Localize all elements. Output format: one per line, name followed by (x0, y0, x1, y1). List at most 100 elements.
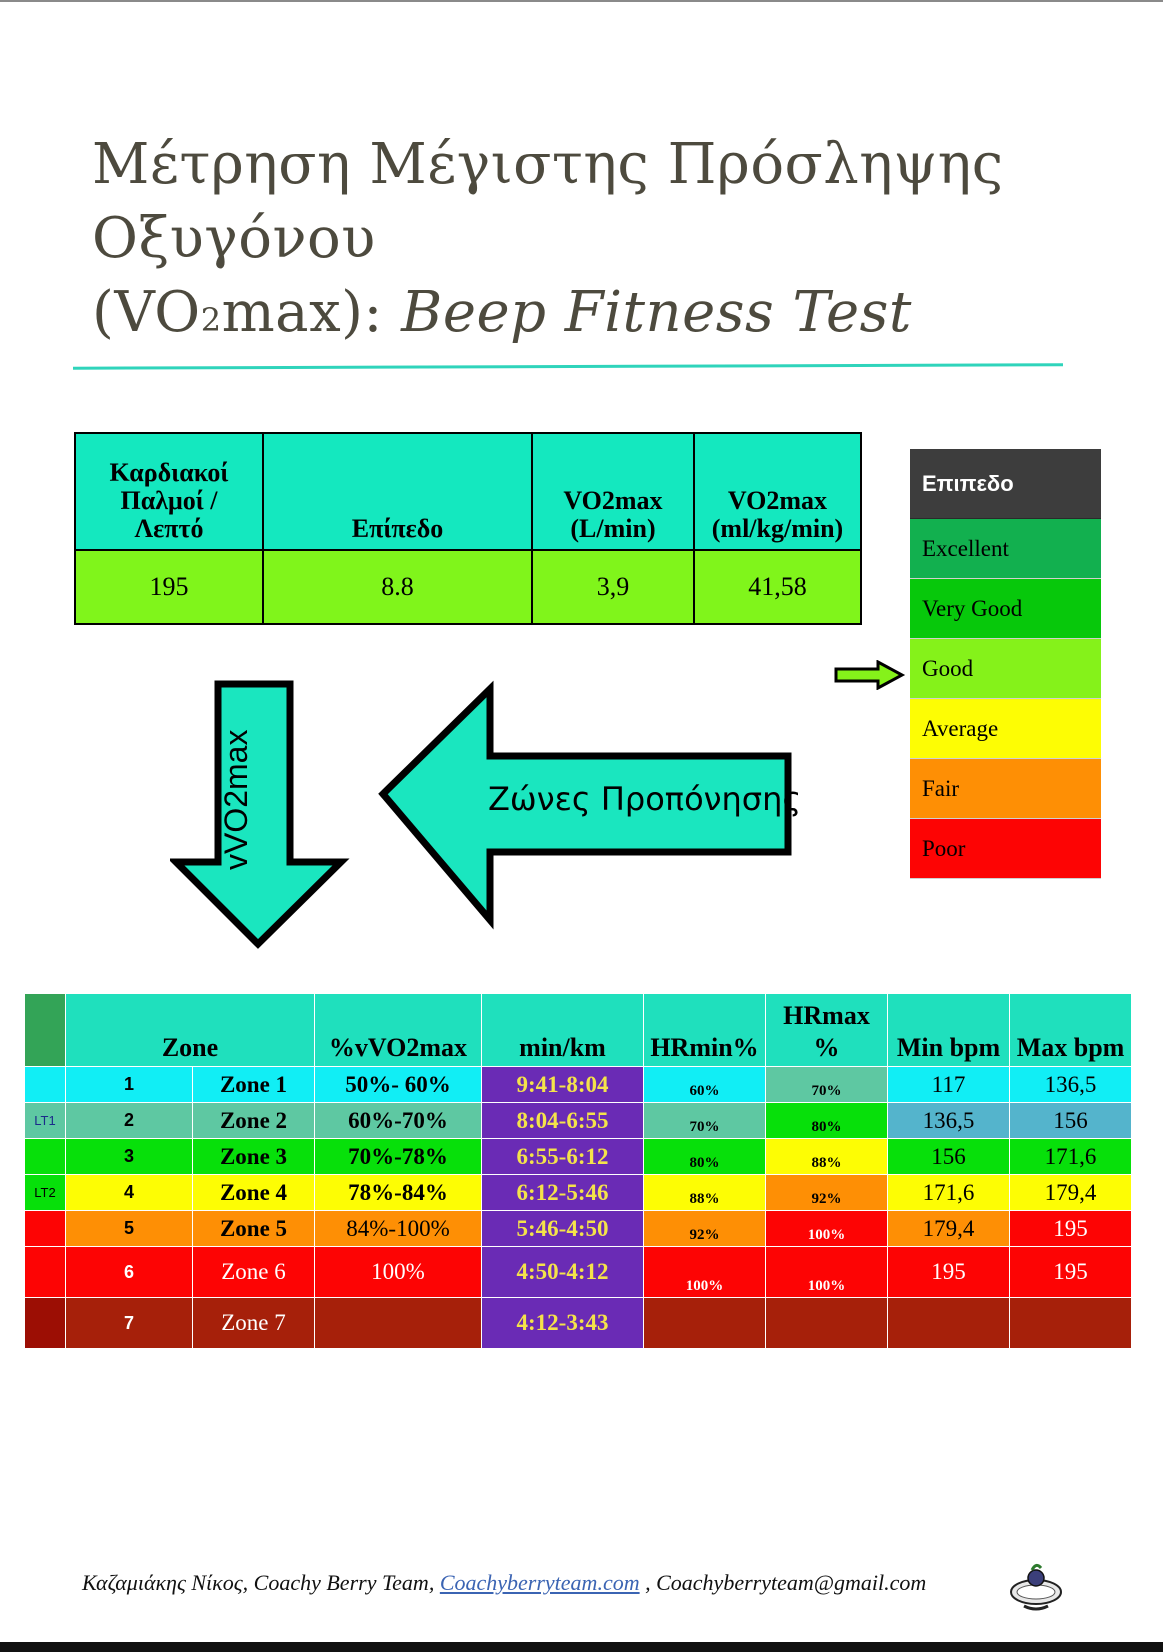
title-line-1: Μέτρηση Μέγιστης Πρόσληψης (92, 132, 1004, 197)
selected-level-arrow-icon (834, 660, 906, 690)
zone-cell-num: 1 (65, 1066, 193, 1103)
zone-cell-name: Zone 4 (192, 1174, 315, 1211)
bottom-border (0, 1642, 1163, 1652)
legend-levels: Excellent Very Good Good Average Fair Poor (910, 519, 1101, 879)
footer-email[interactable]: Coachyberryteam@gmail.com (656, 1570, 927, 1595)
zone-cell-hrmin (643, 1297, 766, 1349)
page-title: Μέτρηση Μέγιστης Πρόσληψης Οξυγόνου (VO2… (92, 128, 1092, 357)
zone-cell-num: 3 (65, 1138, 193, 1175)
zone-row: LT1 2 Zone 2 60%-70% 8:04-6:55 70% 80% 136,5 156 (24, 1102, 1132, 1139)
results-header-vo2-lmin: VO2max (L/min) (531, 432, 695, 551)
zone-row: 7 Zone 7 4:12-3:43 (24, 1297, 1132, 1349)
zones-header-pct: %vVO2max (314, 993, 482, 1067)
zone-cell-hrmin: 60% (643, 1066, 766, 1103)
zone-cell-hrmax: 92% (765, 1174, 888, 1211)
legend-level-very-good: Very Good (910, 579, 1101, 639)
zones-header-row: Zone %vVO2max min/km HRmin% HRmax% Min b… (24, 993, 1132, 1067)
zone-cell-pct: 78%-84% (314, 1174, 482, 1211)
results-header-text: VO2max (L/min) (563, 486, 663, 543)
title-subscript: 2 (200, 301, 222, 339)
zone-cell-pct: 100% (314, 1246, 482, 1298)
results-header-vo2-mlkg: VO2max (ml/kg/min) (693, 432, 862, 551)
zones-table: Zone %vVO2max min/km HRmin% HRmax% Min b… (24, 993, 1132, 1349)
zone-row: 5 Zone 5 84%-100% 5:46-4:50 92% 100% 179,4 195 (24, 1210, 1132, 1247)
zone-row: LT2 4 Zone 4 78%-84% 6:12-5:46 88% 92% 171,6 179… (24, 1174, 1132, 1211)
zone-cell-hrmin: 88% (643, 1174, 766, 1211)
zone-cell-name: Zone 3 (192, 1138, 315, 1175)
results-value-row: 195 8.8 3,9 41,58 (74, 549, 862, 625)
zone-cell-hrmin: 92% (643, 1210, 766, 1247)
title-max: max): (221, 280, 402, 345)
team-logo-icon (1010, 1563, 1062, 1611)
zone-cell-name: Zone 7 (192, 1297, 315, 1349)
zone-cell-pct: 84%-100% (314, 1210, 482, 1247)
zone-cell-minbpm: 117 (887, 1066, 1010, 1103)
title-line-2: Οξυγόνου (92, 206, 376, 271)
zone-cell-pct (314, 1297, 482, 1349)
down-arrow-icon (170, 680, 350, 949)
zone-row: 3 Zone 3 70%-78% 6:55-6:12 80% 88% 156 171,6 (24, 1138, 1132, 1175)
zones-header-minbpm: Min bpm (887, 993, 1010, 1067)
legend-level-good: Good (910, 639, 1101, 699)
zones-header-corner (24, 993, 66, 1067)
results-vo2-mlkg-value: 41,58 (693, 549, 862, 625)
zone-cell-pace: 9:41-8:04 (481, 1066, 644, 1103)
zone-cell-side: LT1 (24, 1102, 66, 1139)
zone-cell-hrmax: 100% (765, 1246, 888, 1298)
zone-row: 1 Zone 1 50%- 60% 9:41-8:04 60% 70% 117 136,5 (24, 1066, 1132, 1103)
level-legend: Επιπεδο Excellent Very Good Good Average Fai… (910, 449, 1101, 879)
zone-cell-num: 4 (65, 1174, 193, 1211)
footer: Καζαμιάκης Νίκος, Coachy Berry Team, Coa… (82, 1570, 926, 1596)
zone-cell-maxbpm: 136,5 (1009, 1066, 1132, 1103)
footer-author: Καζαμιάκης Νίκος, Coachy Berry Team, (82, 1570, 440, 1595)
zones-header-zone: Zone (65, 993, 315, 1067)
footer-separator: , (639, 1570, 657, 1595)
top-border (0, 0, 1163, 2)
results-table: Καρδιακοί Παλμοί / Λεπτό Επίπεδο VO2max (L/… (74, 432, 862, 625)
zone-cell-pct: 60%-70% (314, 1102, 482, 1139)
results-header-text: Καρδιακοί Παλμοί / Λεπτό (109, 458, 229, 543)
zones-header-pace: min/km (481, 993, 644, 1067)
title-vo: (VO (92, 280, 201, 345)
legend-level-average: Average (910, 699, 1101, 759)
zone-cell-hrmin: 100% (643, 1246, 766, 1298)
zone-cell-minbpm: 195 (887, 1246, 1010, 1298)
zones-header-hrmax: HRmax% (765, 993, 888, 1067)
zone-cell-hrmax: 100% (765, 1210, 888, 1247)
zone-cell-hrmax: 70% (765, 1066, 888, 1103)
title-underline (72, 363, 1064, 370)
zones-header-hrmax-text: HRmax% (783, 1001, 870, 1062)
zone-cell-minbpm: 179,4 (887, 1210, 1010, 1247)
zone-cell-pace: 5:46-4:50 (481, 1210, 644, 1247)
zone-cell-num: 2 (65, 1102, 193, 1139)
zone-cell-pace: 8:04-6:55 (481, 1102, 644, 1139)
zone-cell-name: Zone 1 (192, 1066, 315, 1103)
left-arrow-icon (378, 680, 792, 930)
zone-cell-side (24, 1210, 66, 1247)
zone-cell-maxbpm: 179,4 (1009, 1174, 1132, 1211)
zone-cell-maxbpm: 156 (1009, 1102, 1132, 1139)
training-zones-label: Ζώνες Προπόνησης (488, 780, 802, 818)
zone-cell-maxbpm: 195 (1009, 1210, 1132, 1247)
flow-arrows (170, 680, 792, 949)
zone-cell-hrmax: 80% (765, 1102, 888, 1139)
footer-site-link[interactable]: Coachyberryteam.com (439, 1570, 640, 1595)
zone-cell-side (24, 1066, 66, 1103)
zone-cell-side (24, 1246, 66, 1298)
results-header-hr: Καρδιακοί Παλμοί / Λεπτό (74, 432, 264, 551)
zone-cell-minbpm: 171,6 (887, 1174, 1010, 1211)
zone-cell-pace: 6:12-5:46 (481, 1174, 644, 1211)
zone-cell-hrmax (765, 1297, 888, 1349)
zone-cell-side: LT2 (24, 1174, 66, 1211)
zone-cell-num: 6 (65, 1246, 193, 1298)
zone-cell-maxbpm (1009, 1297, 1132, 1349)
results-header-row: Καρδιακοί Παλμοί / Λεπτό Επίπεδο VO2max (L/… (74, 432, 862, 551)
results-header-level: Επίπεδο (262, 432, 533, 551)
zone-cell-num: 5 (65, 1210, 193, 1247)
results-hr-value: 195 (74, 549, 264, 625)
legend-level-fair: Fair (910, 759, 1101, 819)
zones-header-maxbpm: Max bpm (1009, 993, 1132, 1067)
zone-cell-pct: 50%- 60% (314, 1066, 482, 1103)
zone-cell-maxbpm: 195 (1009, 1246, 1132, 1298)
zone-cell-hrmin: 70% (643, 1102, 766, 1139)
